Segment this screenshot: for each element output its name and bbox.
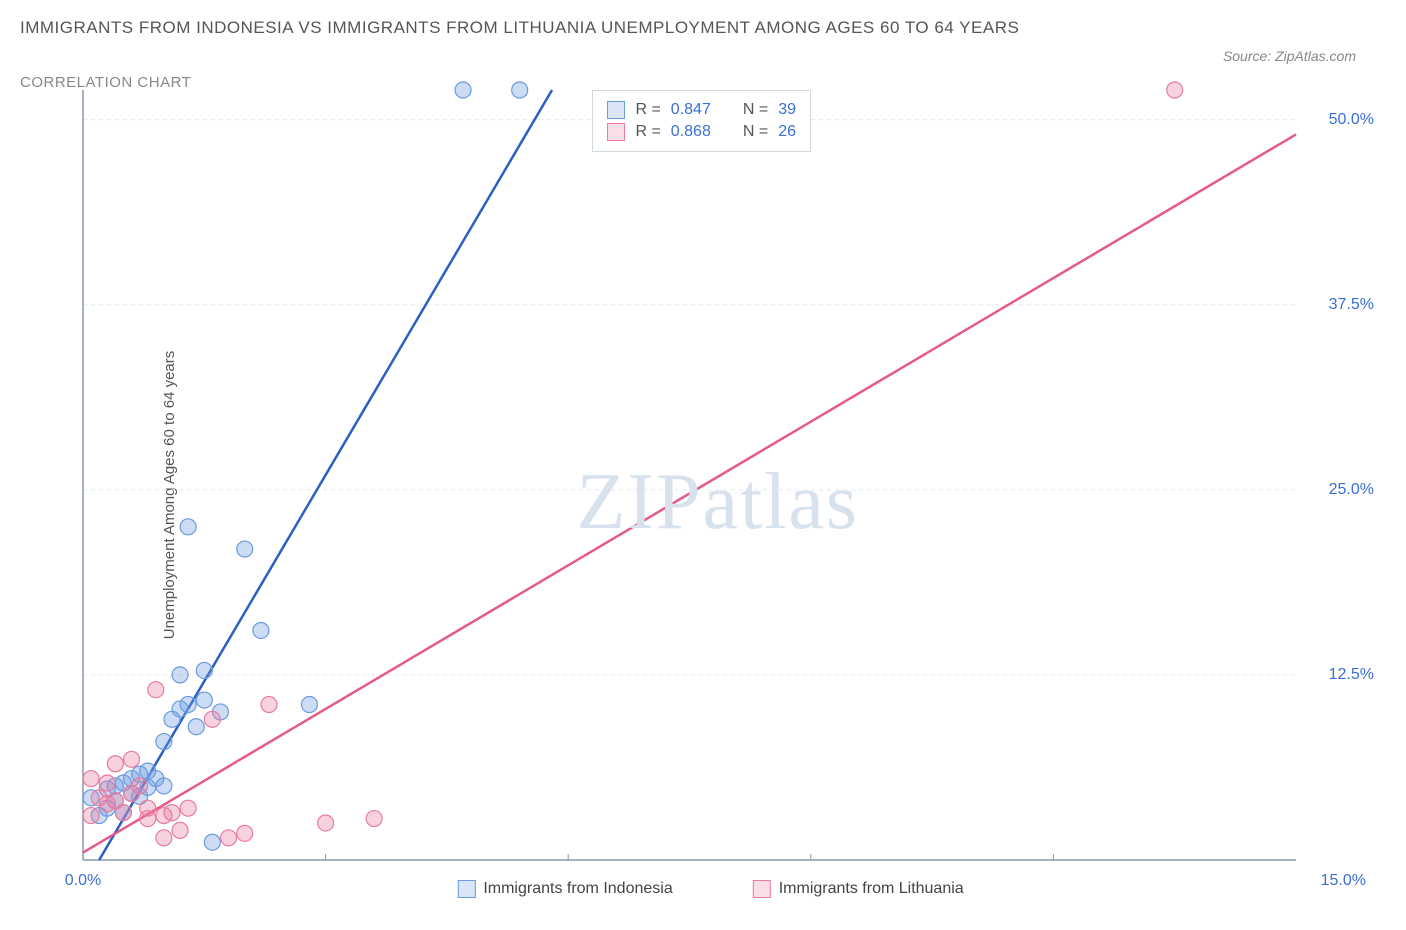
data-point [156,778,172,794]
data-point [180,800,196,816]
r-value: 0.868 [671,123,711,141]
legend-swatch [607,101,625,119]
data-point [301,697,317,713]
legend-label: Immigrants from Indonesia [483,880,672,898]
n-value: 26 [778,123,796,141]
source-label: Source: ZipAtlas.com [1223,18,1386,64]
data-point [196,662,212,678]
data-point [196,692,212,708]
series-legend: Immigrants from Indonesia Immigrants from… [457,880,963,898]
y-tick-label: 50.0% [1329,111,1374,129]
data-point [115,805,131,821]
data-point [156,830,172,846]
n-label: N = [743,101,768,119]
legend-item: Immigrants from Indonesia [457,880,672,898]
data-point [237,825,253,841]
data-point [253,622,269,638]
data-point [180,697,196,713]
data-point [164,805,180,821]
r-value: 0.847 [671,101,711,119]
plot-area: ZIPatlas R = 0.847N = 39R = 0.868N = 26 … [83,90,1296,860]
data-point [107,756,123,772]
x-tick-label: 0.0% [65,872,101,890]
data-point [261,697,277,713]
data-point [99,775,115,791]
stats-legend: R = 0.847 N = 39 R = 0.868 N = 26 [592,90,811,152]
data-point [366,811,382,827]
y-tick-label: 25.0% [1329,481,1374,499]
data-point [132,778,148,794]
y-tick-label: 37.5% [1329,296,1374,314]
data-point [512,82,528,98]
r-label: R = [635,101,660,119]
chart-subtitle: CORRELATION CHART [0,74,1406,91]
scatter-svg [83,90,1296,860]
data-point [172,822,188,838]
chart-title: IMMIGRANTS FROM INDONESIA VS IMMIGRANTS … [20,18,1019,38]
data-point [148,682,164,698]
data-point [455,82,471,98]
legend-swatch [753,880,771,898]
data-point [83,808,99,824]
data-point [172,667,188,683]
data-point [156,734,172,750]
y-tick-label: 12.5% [1329,666,1374,684]
data-point [180,519,196,535]
r-label: R = [635,123,660,141]
legend-item: Immigrants from Lithuania [753,880,964,898]
legend-swatch [457,880,475,898]
data-point [204,834,220,850]
data-point [204,711,220,727]
n-label: N = [743,123,768,141]
data-point [83,771,99,787]
x-tick-label: 15.0% [1321,872,1366,890]
data-point [124,751,140,767]
legend-label: Immigrants from Lithuania [779,880,964,898]
trend-line [83,134,1296,852]
data-point [188,719,204,735]
chart-container: Unemployment Among Ages 60 to 64 years Z… [35,90,1386,900]
data-point [1167,82,1183,98]
data-point [237,541,253,557]
data-point [221,830,237,846]
legend-swatch [607,123,625,141]
data-point [318,815,334,831]
n-value: 39 [778,101,796,119]
data-point [140,811,156,827]
stats-legend-row: R = 0.868 N = 26 [607,121,796,143]
stats-legend-row: R = 0.847 N = 39 [607,99,796,121]
